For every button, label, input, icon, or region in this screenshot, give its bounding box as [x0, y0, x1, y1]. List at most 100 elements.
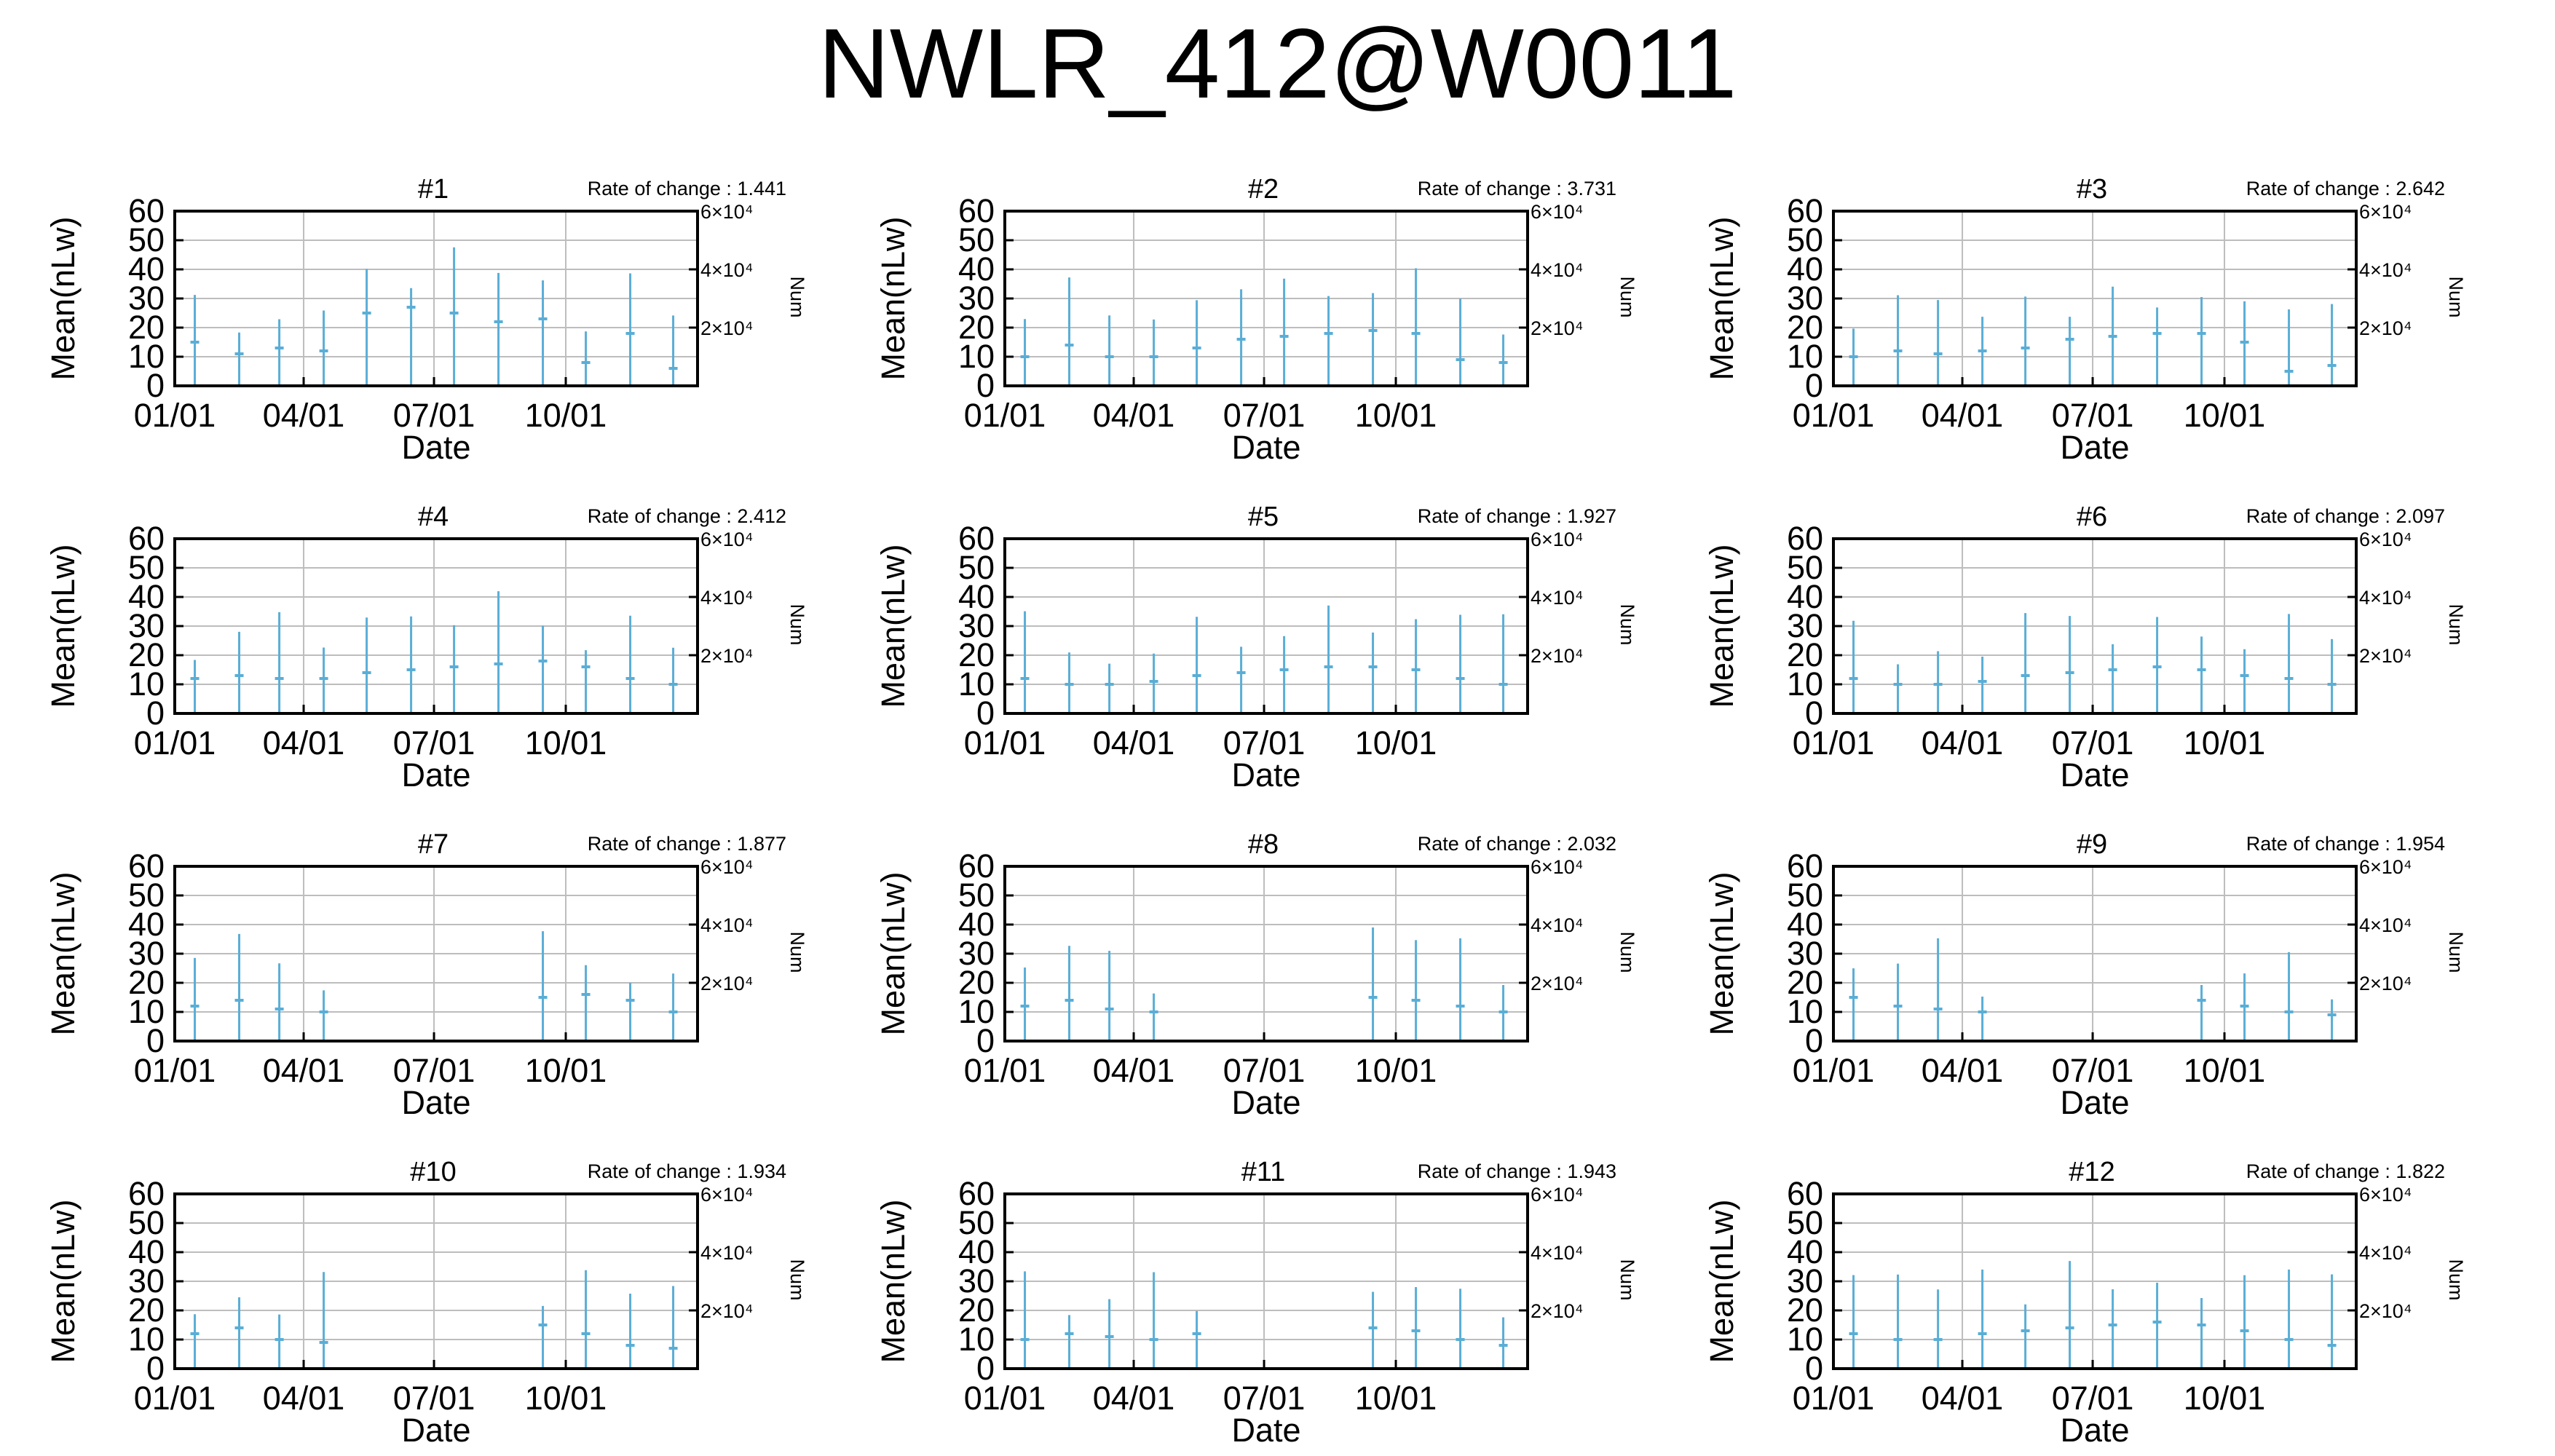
y2-tick-label: 4×10⁴	[2359, 914, 2412, 936]
y2-tick-label: 4×10⁴	[1531, 587, 1583, 609]
x-axis-label: Date	[1231, 1084, 1300, 1121]
y-tick-label: 0	[146, 695, 165, 732]
y-axis-label: Mean(nLw)	[1703, 216, 1740, 380]
y-tick-label: 60	[958, 520, 995, 557]
y-tick-label: 20	[128, 964, 165, 1001]
y-tick-label: 50	[1787, 877, 1823, 914]
y2-tick-label: 2×10⁴	[1531, 317, 1583, 339]
y2-axis-label: Num	[786, 931, 808, 973]
y-tick-label: 40	[958, 1233, 995, 1270]
x-tick-label: 01/01	[964, 1052, 1046, 1089]
y-axis-label: Mean(nLw)	[874, 1199, 912, 1363]
y-tick-label: 0	[1805, 1350, 1823, 1387]
y-tick-label: 50	[128, 877, 165, 914]
y-tick-label: 50	[1787, 549, 1823, 586]
x-axis-label: Date	[2060, 756, 2129, 794]
rate-value: 1.877	[737, 833, 786, 855]
y2-tick-label: 2×10⁴	[2359, 973, 2412, 994]
y-tick-label: 10	[1787, 1321, 1823, 1358]
rate-value: 3.731	[1567, 178, 1616, 199]
panel-title: #3	[2077, 174, 2107, 205]
y-tick-label: 0	[1805, 1022, 1823, 1059]
y-tick-label: 30	[1787, 1262, 1823, 1299]
y2-tick-label: 2×10⁴	[700, 645, 753, 667]
y2-tick-label: 6×10⁴	[700, 201, 753, 223]
rate-prefix: Rate of change :	[1418, 833, 1568, 855]
y2-tick-label: 6×10⁴	[2359, 201, 2412, 223]
x-tick-label: 04/01	[263, 1052, 345, 1089]
rate-prefix: Rate of change :	[2246, 178, 2396, 199]
page-title: NWLR_412@W0011	[818, 8, 1737, 119]
y-tick-label: 0	[146, 1022, 165, 1059]
y-tick-label: 40	[1787, 250, 1823, 288]
rate-of-change: Rate of change : 2.642	[2246, 178, 2445, 199]
y-tick-label: 40	[958, 906, 995, 943]
y-axis-label: Mean(nLw)	[874, 871, 912, 1035]
x-tick-label: 10/01	[525, 1052, 607, 1089]
y-axis-label: Mean(nLw)	[44, 216, 82, 380]
y-tick-label: 0	[976, 1022, 995, 1059]
panel-title: #12	[2069, 1157, 2114, 1187]
rate-value: 1.441	[737, 178, 786, 199]
x-tick-label: 10/01	[1355, 1052, 1437, 1089]
y-tick-label: 20	[128, 636, 165, 673]
y-tick-label: 30	[958, 1262, 995, 1299]
y-tick-label: 60	[128, 1175, 165, 1212]
rate-of-change: Rate of change : 3.731	[1418, 178, 1616, 199]
y2-tick-label: 6×10⁴	[700, 856, 753, 878]
y-tick-label: 10	[128, 1321, 165, 1358]
panel-title: #4	[418, 502, 449, 532]
y-tick-label: 30	[128, 935, 165, 972]
x-tick-label: 01/01	[1793, 397, 1875, 434]
y2-tick-label: 4×10⁴	[700, 1242, 753, 1264]
y-tick-label: 10	[958, 338, 995, 375]
x-tick-label: 01/01	[964, 1380, 1046, 1417]
panel-title: #5	[1248, 502, 1279, 532]
x-tick-label: 07/01	[393, 1052, 475, 1089]
rate-prefix: Rate of change :	[1418, 178, 1568, 199]
x-tick-label: 04/01	[1922, 1380, 2004, 1417]
y-tick-label: 10	[128, 338, 165, 375]
y2-tick-label: 2×10⁴	[700, 317, 753, 339]
x-tick-label: 10/01	[1355, 724, 1437, 761]
rate-value: 1.822	[2396, 1160, 2445, 1182]
y-tick-label: 20	[958, 636, 995, 673]
y-tick-label: 0	[976, 367, 995, 404]
y2-tick-label: 6×10⁴	[2359, 856, 2412, 878]
x-axis-label: Date	[401, 756, 470, 794]
rate-prefix: Rate of change :	[2246, 505, 2396, 527]
y2-tick-label: 6×10⁴	[2359, 1184, 2412, 1206]
y-tick-label: 40	[1787, 578, 1823, 615]
y-axis-label: Mean(nLw)	[44, 544, 82, 708]
y-tick-label: 50	[958, 549, 995, 586]
y2-tick-label: 6×10⁴	[700, 1184, 753, 1206]
y2-axis-label: Num	[1616, 1259, 1638, 1300]
x-tick-label: 07/01	[2052, 724, 2134, 761]
x-tick-label: 04/01	[1093, 397, 1175, 434]
y2-tick-label: 2×10⁴	[2359, 317, 2412, 339]
panel-title: #6	[2077, 502, 2107, 532]
y-tick-label: 20	[1787, 309, 1823, 346]
x-tick-label: 04/01	[1093, 1052, 1175, 1089]
x-axis-label: Date	[1231, 1412, 1300, 1449]
x-tick-label: 01/01	[134, 724, 216, 761]
rate-value: 2.032	[1567, 833, 1616, 855]
y-axis-label: Mean(nLw)	[874, 216, 912, 380]
x-tick-label: 10/01	[525, 724, 607, 761]
x-tick-label: 07/01	[2052, 1052, 2134, 1089]
y-tick-label: 30	[958, 607, 995, 644]
x-tick-label: 01/01	[1793, 724, 1875, 761]
y-tick-label: 0	[146, 367, 165, 404]
y-tick-label: 40	[128, 578, 165, 615]
x-tick-label: 04/01	[1093, 1380, 1175, 1417]
y2-axis-label: Num	[1616, 604, 1638, 645]
y2-axis-label: Num	[2445, 1259, 2467, 1300]
y2-tick-label: 6×10⁴	[1531, 201, 1583, 223]
y-tick-label: 50	[128, 221, 165, 258]
y-tick-label: 60	[1787, 847, 1823, 885]
y-tick-label: 50	[1787, 1204, 1823, 1241]
